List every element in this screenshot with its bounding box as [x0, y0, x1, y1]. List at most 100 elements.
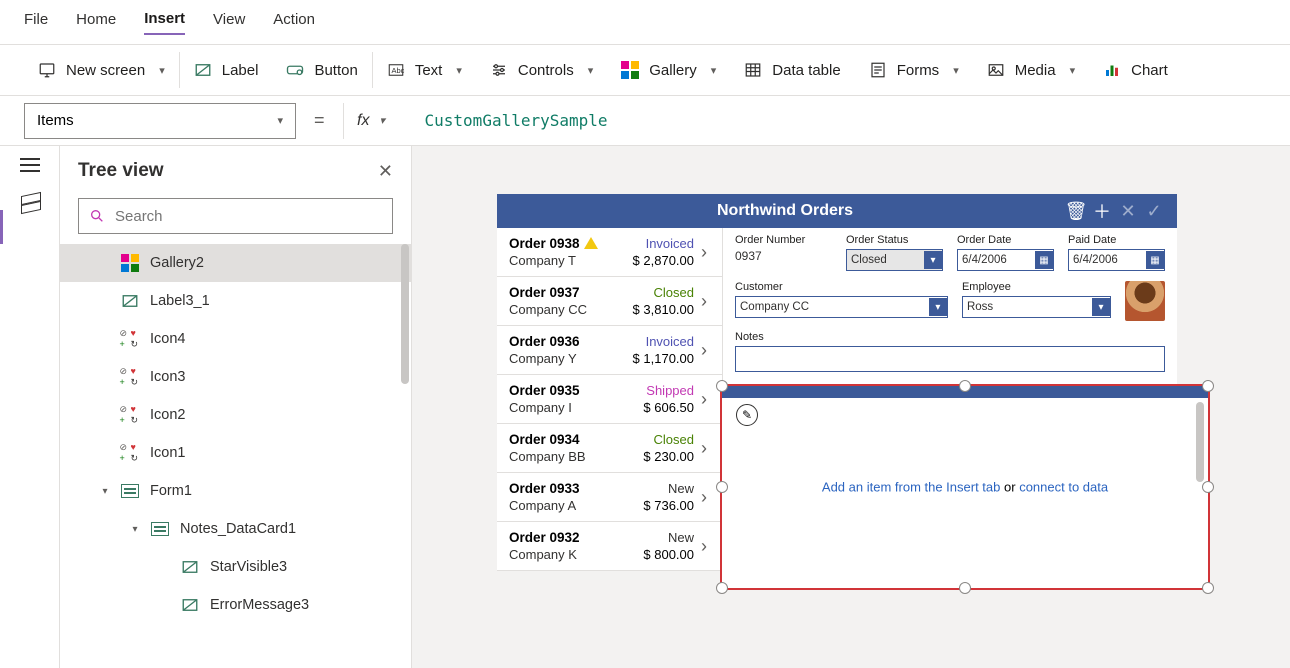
caret-icon[interactable]: ▾	[100, 486, 110, 497]
menu-insert[interactable]: Insert	[144, 10, 185, 35]
tree-item[interactable]: Gallery2	[60, 244, 411, 282]
order-status-select[interactable]: Closed▾	[846, 249, 943, 271]
order-row[interactable]: Order 0936Invoiced›Company Y$ 1,170.00	[497, 326, 722, 375]
menu-action[interactable]: Action	[273, 11, 315, 34]
search-icon	[89, 208, 105, 224]
add-icon[interactable]: ＋	[1089, 198, 1115, 224]
customer-select[interactable]: Company CC▾	[735, 296, 948, 318]
hint-or: or	[1000, 480, 1019, 495]
trash-icon[interactable]: 🗑	[1063, 198, 1089, 224]
data-table-button[interactable]: Data table	[730, 45, 854, 95]
resize-handle[interactable]	[1202, 481, 1214, 493]
order-number: Order 0935	[509, 383, 643, 398]
tree-item-icon	[120, 291, 140, 311]
label-button[interactable]: Label	[180, 45, 273, 95]
tree-search[interactable]	[78, 198, 393, 234]
left-rail	[0, 146, 60, 668]
cancel-icon[interactable]: ✕	[1115, 198, 1141, 224]
resize-handle[interactable]	[959, 380, 971, 392]
hamburger-icon[interactable]	[20, 158, 40, 172]
tree-panel: Tree view ✕ Gallery2Label3_1⊘♥+↻Icon4⊘♥+…	[60, 146, 412, 668]
resize-handle[interactable]	[716, 481, 728, 493]
formula-input[interactable]: CustomGallerySample	[411, 103, 1266, 139]
order-row[interactable]: Order 0938Invoiced›Company T$ 2,870.00	[497, 228, 722, 277]
tree-item[interactable]: ▾ Notes_DataCard1	[60, 510, 411, 548]
tree-item-label: Icon2	[150, 407, 185, 423]
resize-handle[interactable]	[959, 582, 971, 594]
chart-dropdown[interactable]: Chart	[1089, 45, 1182, 95]
connect-data-link[interactable]: connect to data	[1019, 480, 1108, 495]
gallery-dropdown[interactable]: Gallery ▾	[607, 45, 730, 95]
resize-handle[interactable]	[1202, 380, 1214, 392]
order-company: Company I	[509, 400, 643, 415]
resize-handle[interactable]	[1202, 582, 1214, 594]
insert-hint-link[interactable]: Add an item from the Insert tab	[822, 480, 1000, 495]
chevron-right-icon[interactable]: ›	[694, 536, 714, 557]
paid-date-input[interactable]: 6/4/2006▦	[1068, 249, 1165, 271]
menu-file[interactable]: File	[24, 11, 48, 34]
resize-handle[interactable]	[716, 380, 728, 392]
fx-button[interactable]: fx ▾	[343, 103, 399, 139]
close-icon[interactable]: ✕	[378, 161, 393, 182]
rail-active-indicator	[0, 210, 3, 244]
gallery-scrollbar[interactable]	[1196, 402, 1204, 482]
order-row[interactable]: Order 0934Closed›Company BB$ 230.00	[497, 424, 722, 473]
edit-pencil-icon[interactable]: ✎	[736, 404, 758, 426]
chevron-right-icon[interactable]: ›	[694, 242, 714, 263]
menu-view[interactable]: View	[213, 11, 245, 34]
accept-icon[interactable]: ✓	[1141, 198, 1167, 224]
button-button[interactable]: Button	[272, 45, 371, 95]
label-icon	[194, 61, 212, 79]
forms-dropdown[interactable]: Forms ▾	[855, 45, 973, 95]
order-amount: $ 800.00	[643, 547, 694, 562]
order-amount: $ 3,810.00	[633, 302, 694, 317]
caret-icon[interactable]: ▾	[130, 524, 140, 535]
chevron-right-icon[interactable]: ›	[694, 291, 714, 312]
selected-gallery[interactable]: ✎ Add an item from the Insert tab or con…	[720, 384, 1210, 590]
tree-item[interactable]: ⊘♥+↻Icon1	[60, 434, 411, 472]
canvas[interactable]: Northwind Orders 🗑 ＋ ✕ ✓ Order 0938Invoi…	[412, 146, 1290, 668]
order-date-label: Order Date	[957, 234, 1054, 246]
new-screen-button[interactable]: New screen ▾	[24, 45, 179, 95]
notes-input[interactable]	[735, 346, 1165, 372]
table-icon	[744, 61, 762, 79]
chevron-down-icon: ▾	[953, 64, 959, 77]
search-input[interactable]	[115, 208, 382, 225]
tree-view-icon[interactable]	[19, 192, 41, 214]
property-value: Items	[37, 112, 74, 129]
property-dropdown[interactable]: Items ▾	[24, 103, 296, 139]
media-dropdown[interactable]: Media ▾	[973, 45, 1089, 95]
order-date-input[interactable]: 6/4/2006▦	[957, 249, 1054, 271]
order-row[interactable]: Order 0935Shipped›Company I$ 606.50	[497, 375, 722, 424]
order-row[interactable]: Order 0932New›Company K$ 800.00	[497, 522, 722, 571]
tree-scrollbar[interactable]	[401, 244, 409, 384]
tree-item-label: Icon3	[150, 369, 185, 385]
controls-dropdown[interactable]: Controls ▾	[476, 45, 607, 95]
tree-item[interactable]: ⊘♥+↻Icon2	[60, 396, 411, 434]
tree-item-label: Form1	[150, 483, 192, 499]
order-company: Company BB	[509, 449, 643, 464]
workspace: Tree view ✕ Gallery2Label3_1⊘♥+↻Icon4⊘♥+…	[0, 146, 1290, 668]
order-row[interactable]: Order 0937Closed›Company CC$ 3,810.00	[497, 277, 722, 326]
menu-home[interactable]: Home	[76, 11, 116, 34]
employee-select[interactable]: Ross▾	[962, 296, 1111, 318]
text-dropdown[interactable]: Abc Text ▾	[373, 45, 476, 95]
tree-item[interactable]: ⊘♥+↻Icon3	[60, 358, 411, 396]
gallery-label: Gallery	[649, 62, 697, 79]
chevron-right-icon[interactable]: ›	[694, 438, 714, 459]
tree-item[interactable]: Label3_1	[60, 282, 411, 320]
tree-item[interactable]: ▾ Form1	[60, 472, 411, 510]
chevron-right-icon[interactable]: ›	[694, 487, 714, 508]
chevron-right-icon[interactable]: ›	[694, 340, 714, 361]
chevron-right-icon[interactable]: ›	[694, 389, 714, 410]
resize-handle[interactable]	[716, 582, 728, 594]
order-status-label: Order Status	[846, 234, 943, 246]
tree-item[interactable]: StarVisible3	[60, 548, 411, 586]
order-row[interactable]: Order 0933New›Company A$ 736.00	[497, 473, 722, 522]
order-number: Order 0932	[509, 530, 643, 545]
tree-item-label: Notes_DataCard1	[180, 521, 296, 537]
order-company: Company A	[509, 498, 643, 513]
tree-item[interactable]: ErrorMessage3	[60, 586, 411, 624]
order-status: Invoiced	[633, 236, 694, 251]
tree-item[interactable]: ⊘♥+↻Icon4	[60, 320, 411, 358]
